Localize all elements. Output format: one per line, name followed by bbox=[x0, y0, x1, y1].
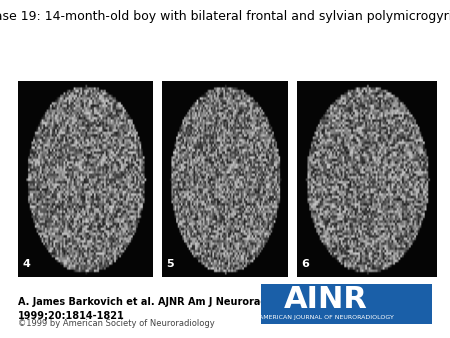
Text: 5: 5 bbox=[166, 259, 173, 269]
Text: 6: 6 bbox=[301, 259, 309, 269]
Text: Case 19: 14-month-old boy with bilateral frontal and sylvian polymicrogyria.: Case 19: 14-month-old boy with bilateral… bbox=[0, 10, 450, 23]
Text: A. James Barkovich et al. AJNR Am J Neuroradiol
1999;20:1814-1821: A. James Barkovich et al. AJNR Am J Neur… bbox=[18, 297, 281, 321]
Text: ©1999 by American Society of Neuroradiology: ©1999 by American Society of Neuroradiol… bbox=[18, 319, 215, 328]
Text: AINR: AINR bbox=[284, 285, 368, 314]
Text: AMERICAN JOURNAL OF NEURORADIOLOGY: AMERICAN JOURNAL OF NEURORADIOLOGY bbox=[259, 315, 393, 320]
FancyBboxPatch shape bbox=[261, 284, 432, 324]
Text: 4: 4 bbox=[22, 259, 30, 269]
